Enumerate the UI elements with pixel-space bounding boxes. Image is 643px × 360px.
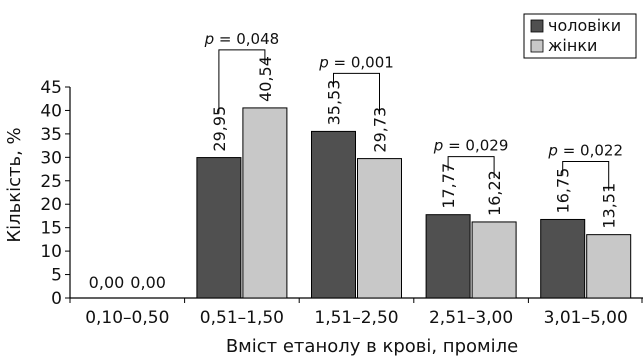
y-tick-label: 25 [40, 172, 62, 192]
data-label: 13,51 [600, 183, 619, 229]
legend-label-men: чоловіки [548, 16, 621, 35]
data-label: 17,77 [439, 163, 458, 209]
y-tick-label: 35 [40, 125, 62, 145]
p-value-brackets: p = 0,048 p = 0,001 p = 0,029 p = 0,022 [204, 30, 623, 191]
data-label: 29,95 [210, 106, 229, 152]
x-axis: 0,10–0,50 0,51–1,50 1,51–2,50 2,51–3,00 3,01… [69, 297, 643, 328]
legend-label-women: жінки [548, 36, 597, 55]
x-tick-label: 2,51–3,00 [429, 308, 513, 328]
p-value-bracket [218, 49, 266, 114]
x-tick-label: 1,51–2,50 [314, 308, 398, 328]
y-tick-label: 15 [40, 219, 62, 239]
x-tick-label: 3,01–5,00 [544, 308, 628, 328]
y-tick-label: 0 [51, 289, 62, 309]
data-label: 29,73 [371, 107, 390, 153]
y-tick-label: 20 [40, 195, 62, 215]
y-axis-title: Кількість, % [4, 127, 25, 242]
p-value-label: p = 0,001 [318, 53, 394, 71]
y-tick-label: 40 [40, 101, 62, 121]
data-label: 0,00 [130, 273, 166, 292]
bar [425, 214, 471, 299]
bar [311, 130, 356, 299]
bar [586, 234, 632, 299]
p-value-bracket [333, 72, 380, 115]
legend-swatch-men [530, 19, 544, 33]
x-tick-label: 0,10–0,50 [85, 308, 169, 328]
bar [471, 221, 517, 299]
data-label: 0,00 [89, 273, 125, 292]
p-value-label: p = 0,048 [204, 30, 280, 48]
legend-swatch-women [530, 39, 544, 53]
p-value-bracket [562, 160, 610, 191]
p-value-bracket [447, 156, 495, 178]
bar [242, 107, 288, 299]
data-label: 16,75 [554, 168, 573, 214]
y-axis: 0 5 10 15 20 25 30 35 40 45 [40, 78, 71, 309]
y-tick-label: 10 [40, 242, 62, 262]
legend: чоловіки жінки [523, 13, 637, 59]
data-label: 16,22 [485, 170, 504, 216]
value-labels: 0,00 0,00 29,95 40,54 35,53 29,73 17,77 16,22 16… [89, 56, 619, 292]
y-tick-label: 45 [40, 78, 62, 98]
y-tick-label: 5 [51, 266, 62, 286]
p-value-label: p = 0,029 [433, 137, 509, 155]
bar [196, 157, 242, 299]
bars [196, 107, 632, 299]
p-value-label: p = 0,022 [547, 141, 623, 159]
bar [540, 218, 586, 299]
data-label: 35,53 [325, 80, 344, 126]
data-label: 40,54 [256, 56, 275, 102]
x-tick-label: 0,51–1,50 [200, 308, 284, 328]
x-axis-title: Вміст етанолу в крові, проміле [226, 336, 518, 357]
y-tick-label: 30 [40, 148, 62, 168]
bar [357, 158, 402, 299]
